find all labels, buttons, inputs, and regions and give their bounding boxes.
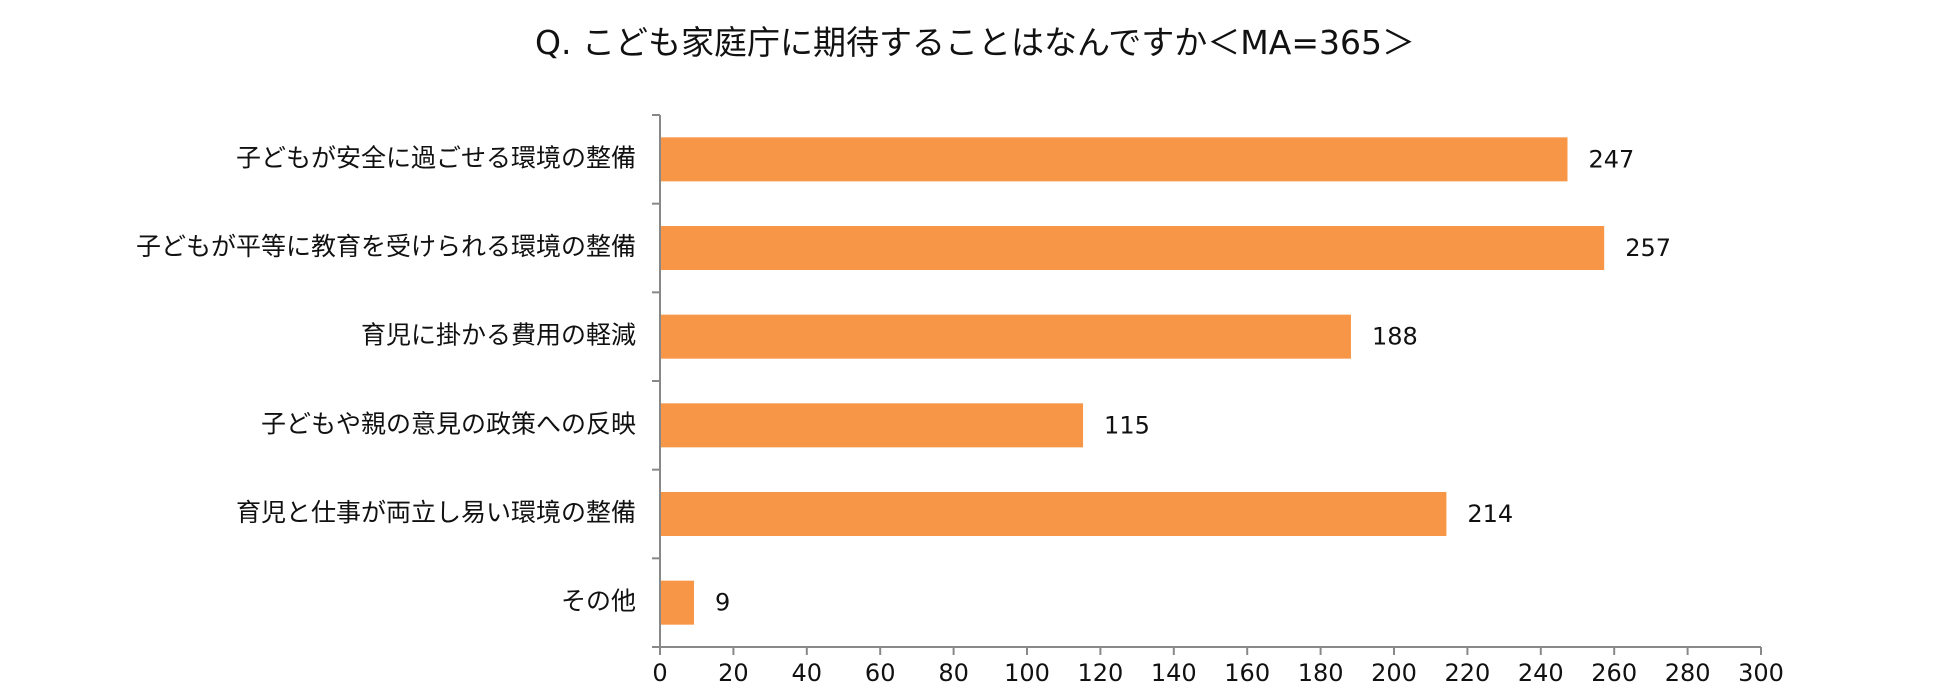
category-label: 育児と仕事が両立し易い環境の整備 xyxy=(236,498,636,527)
x-tick-label: 200 xyxy=(1371,659,1417,687)
bar xyxy=(661,492,1447,536)
x-tick-label: 60 xyxy=(865,659,896,687)
bar xyxy=(661,137,1568,182)
x-tick-label: 220 xyxy=(1444,659,1490,687)
x-tick-label: 0 xyxy=(652,659,667,687)
data-label: 115 xyxy=(1104,411,1150,439)
x-tick-label: 140 xyxy=(1151,659,1197,687)
x-tick-label: 260 xyxy=(1591,659,1637,687)
bar xyxy=(661,403,1084,448)
data-label: 214 xyxy=(1467,500,1513,528)
data-label: 257 xyxy=(1625,234,1671,262)
bar xyxy=(661,314,1351,359)
chart-title: Q. こども家庭庁に期待することはなんですか＜MA=365＞ xyxy=(535,23,1415,62)
data-label: 247 xyxy=(1588,145,1634,173)
category-label: 子どもが平等に教育を受けられる環境の整備 xyxy=(136,232,636,261)
x-tick-label: 240 xyxy=(1518,659,1564,687)
category-label: 子どもが安全に過ごせる環境の整備 xyxy=(236,143,636,172)
x-tick-label: 300 xyxy=(1738,659,1784,687)
x-tick-label: 40 xyxy=(792,659,823,687)
x-tick-label: 20 xyxy=(718,659,749,687)
bar xyxy=(661,580,695,625)
data-label: 188 xyxy=(1372,323,1418,351)
data-label: 9 xyxy=(715,589,730,617)
category-label: その他 xyxy=(561,587,636,616)
x-tick-label: 280 xyxy=(1665,659,1711,687)
x-tick-label: 180 xyxy=(1298,659,1344,687)
bar xyxy=(661,226,1605,270)
x-tick-label: 80 xyxy=(938,659,969,687)
category-label: 子どもや親の意見の政策への反映 xyxy=(261,409,636,438)
x-tick-label: 100 xyxy=(1004,659,1050,687)
category-label: 育児に掛かる費用の軽減 xyxy=(361,321,636,350)
x-tick-label: 120 xyxy=(1077,659,1123,687)
x-tick-label: 160 xyxy=(1224,659,1270,687)
